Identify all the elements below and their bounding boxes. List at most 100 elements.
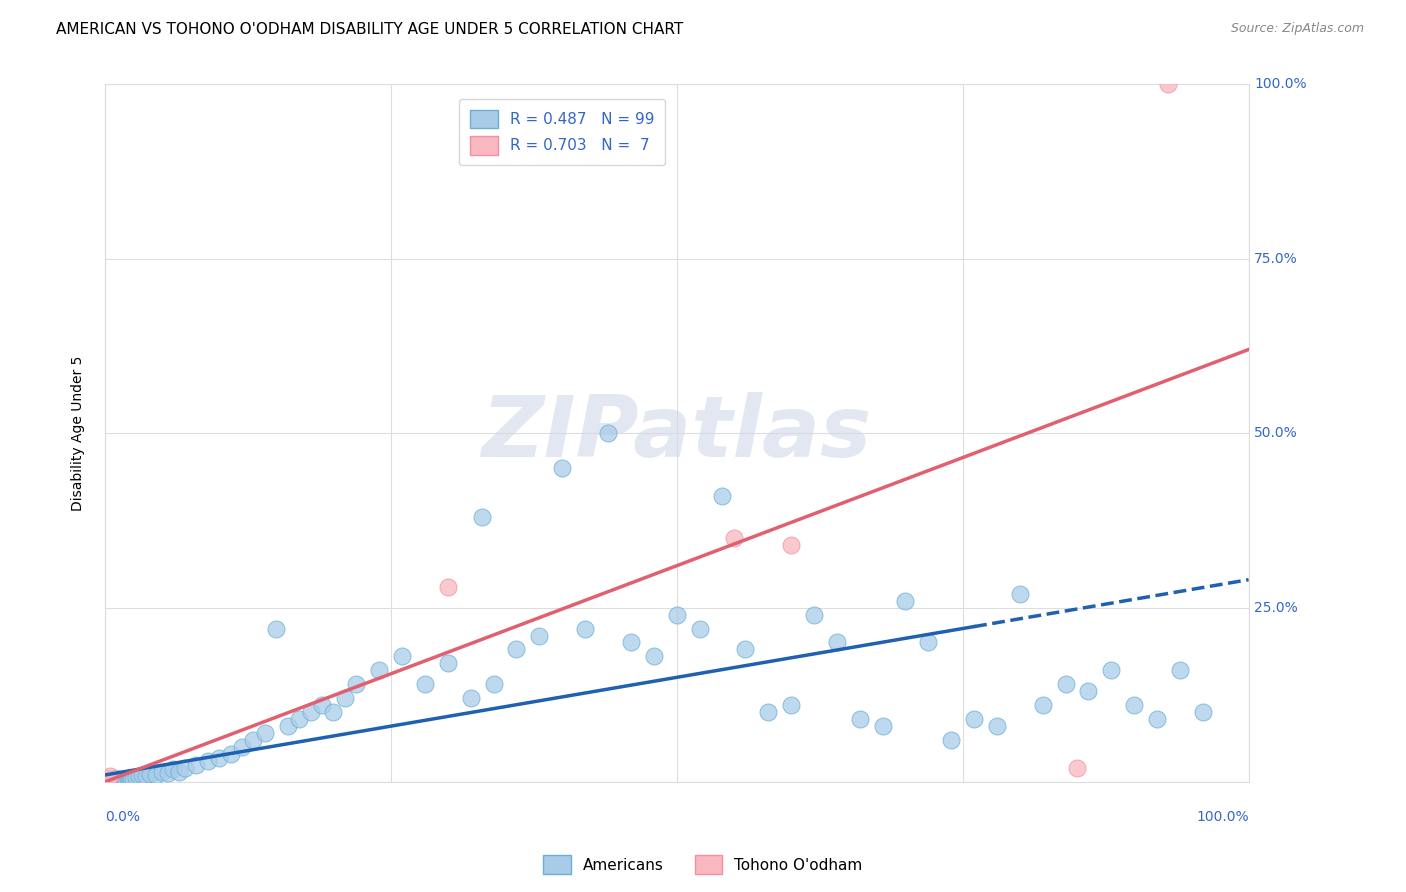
Point <box>100 773 122 788</box>
Point <box>723 531 745 545</box>
Point <box>529 628 551 642</box>
Point <box>1146 712 1168 726</box>
Point <box>620 635 643 649</box>
Point <box>437 657 460 671</box>
Point <box>413 677 436 691</box>
Point <box>100 772 122 787</box>
Point <box>107 773 129 788</box>
Text: Source: ZipAtlas.com: Source: ZipAtlas.com <box>1230 22 1364 36</box>
Point <box>711 489 734 503</box>
Point <box>1157 78 1180 92</box>
Point <box>115 772 138 787</box>
Point <box>734 642 756 657</box>
Point <box>98 773 121 788</box>
Point <box>756 705 779 719</box>
Point <box>111 772 134 787</box>
Point <box>105 772 128 787</box>
Point <box>460 691 482 706</box>
Point <box>391 649 413 664</box>
Point <box>111 772 134 787</box>
Text: 75.0%: 75.0% <box>1254 252 1298 266</box>
Point <box>231 740 253 755</box>
Point <box>118 772 141 787</box>
Point <box>803 607 825 622</box>
Point <box>505 642 527 657</box>
Legend: R = 0.487   N = 99, R = 0.703   N =  7: R = 0.487 N = 99, R = 0.703 N = 7 <box>460 99 665 165</box>
Text: AMERICAN VS TOHONO O'ODHAM DISABILITY AGE UNDER 5 CORRELATION CHART: AMERICAN VS TOHONO O'ODHAM DISABILITY AG… <box>56 22 683 37</box>
Point <box>105 774 128 789</box>
Text: 50.0%: 50.0% <box>1254 426 1298 441</box>
Point <box>333 691 356 706</box>
Point <box>103 773 125 788</box>
Point <box>122 772 145 786</box>
Text: 0.0%: 0.0% <box>104 810 139 824</box>
Point <box>872 719 894 733</box>
Point <box>150 764 173 779</box>
Point <box>139 766 162 780</box>
Point <box>98 772 121 786</box>
Point <box>145 768 167 782</box>
Point <box>114 772 136 787</box>
Point <box>689 622 711 636</box>
Point <box>1099 664 1122 678</box>
Point <box>1191 705 1213 719</box>
Point <box>156 766 179 780</box>
Point <box>105 773 128 788</box>
Point <box>219 747 242 761</box>
Point <box>242 733 264 747</box>
Point <box>264 622 287 636</box>
Point <box>104 774 127 789</box>
Point <box>197 754 219 768</box>
Point <box>780 538 803 552</box>
Point <box>173 761 195 775</box>
Point <box>128 769 150 783</box>
Point <box>288 712 311 726</box>
Point <box>167 764 190 779</box>
Point <box>108 772 131 787</box>
Point <box>1168 664 1191 678</box>
Point <box>471 510 494 524</box>
Point <box>574 622 596 636</box>
Point <box>322 705 344 719</box>
Point <box>311 698 333 713</box>
Point <box>939 733 962 747</box>
Point <box>1123 698 1146 713</box>
Point <box>1032 698 1054 713</box>
Point <box>1008 587 1031 601</box>
Point <box>1054 677 1077 691</box>
Point <box>94 773 117 788</box>
Point <box>101 772 124 787</box>
Point <box>917 635 939 649</box>
Point <box>368 664 391 678</box>
Point <box>277 719 299 733</box>
Point <box>551 461 574 475</box>
Point <box>101 774 124 789</box>
Point <box>124 770 146 784</box>
Point <box>825 635 848 649</box>
Point <box>780 698 803 713</box>
Point <box>103 772 125 786</box>
Point <box>100 774 122 789</box>
Point <box>112 773 135 788</box>
Y-axis label: Disability Age Under 5: Disability Age Under 5 <box>72 356 86 511</box>
Point <box>665 607 688 622</box>
Point <box>848 712 870 726</box>
Text: 100.0%: 100.0% <box>1197 810 1249 824</box>
Point <box>100 769 122 783</box>
Text: 25.0%: 25.0% <box>1254 600 1298 615</box>
Point <box>186 757 208 772</box>
Point <box>118 771 141 785</box>
Point <box>643 649 665 664</box>
Point <box>105 772 128 787</box>
Point <box>97 772 120 786</box>
Point <box>120 772 142 787</box>
Point <box>437 580 460 594</box>
Point <box>111 774 134 789</box>
Point <box>963 712 986 726</box>
Point <box>299 705 322 719</box>
Point <box>344 677 367 691</box>
Text: 100.0%: 100.0% <box>1254 78 1308 92</box>
Point <box>1077 684 1099 698</box>
Point <box>162 763 184 777</box>
Point <box>110 773 132 788</box>
